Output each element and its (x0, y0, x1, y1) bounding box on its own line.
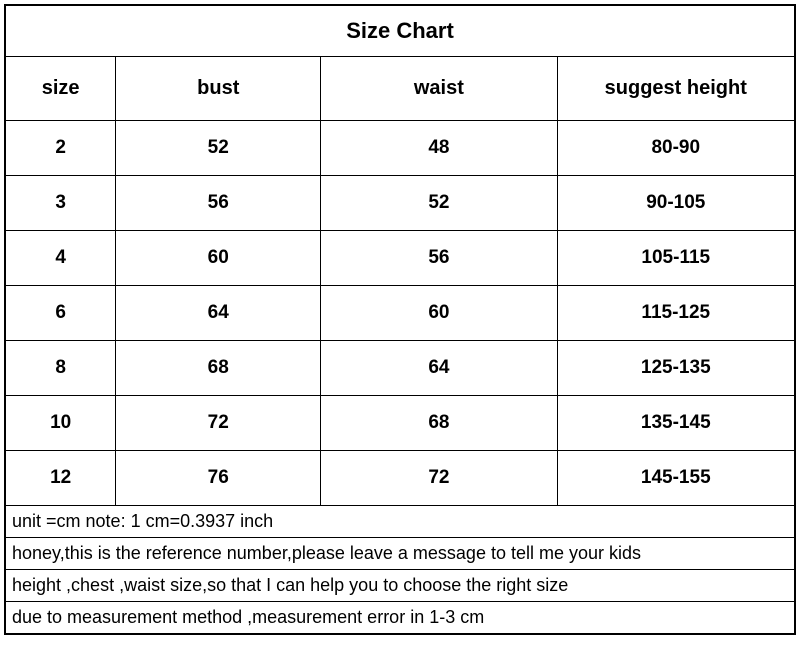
note-unit: unit =cm note: 1 cm=0.3937 inch (6, 506, 794, 538)
cell-bust: 64 (116, 286, 321, 340)
cell-size: 8 (6, 341, 116, 395)
table-row: 2 52 48 80-90 (6, 121, 794, 176)
table-row: 6 64 60 115-125 (6, 286, 794, 341)
cell-height: 145-155 (558, 451, 794, 505)
cell-waist: 52 (321, 176, 557, 230)
cell-size: 4 (6, 231, 116, 285)
header-bust: bust (116, 57, 321, 120)
cell-waist: 68 (321, 396, 557, 450)
cell-waist: 64 (321, 341, 557, 395)
table-header-row: size bust waist suggest height (6, 57, 794, 121)
header-suggest-height: suggest height (558, 57, 794, 120)
table-row: 10 72 68 135-145 (6, 396, 794, 451)
cell-bust: 72 (116, 396, 321, 450)
cell-waist: 56 (321, 231, 557, 285)
cell-waist: 48 (321, 121, 557, 175)
cell-size: 6 (6, 286, 116, 340)
cell-size: 10 (6, 396, 116, 450)
cell-height: 125-135 (558, 341, 794, 395)
cell-height: 115-125 (558, 286, 794, 340)
cell-height: 90-105 (558, 176, 794, 230)
header-waist: waist (321, 57, 557, 120)
table-row: 3 56 52 90-105 (6, 176, 794, 231)
cell-height: 80-90 (558, 121, 794, 175)
cell-size: 3 (6, 176, 116, 230)
cell-bust: 56 (116, 176, 321, 230)
table-row: 8 68 64 125-135 (6, 341, 794, 396)
cell-waist: 60 (321, 286, 557, 340)
cell-bust: 68 (116, 341, 321, 395)
table-title: Size Chart (6, 6, 794, 57)
table-row: 4 60 56 105-115 (6, 231, 794, 286)
cell-height: 105-115 (558, 231, 794, 285)
cell-bust: 52 (116, 121, 321, 175)
cell-size: 12 (6, 451, 116, 505)
cell-height: 135-145 (558, 396, 794, 450)
header-size: size (6, 57, 116, 120)
cell-bust: 60 (116, 231, 321, 285)
cell-waist: 72 (321, 451, 557, 505)
note-error: due to measurement method ,measurement e… (6, 602, 794, 633)
note-message-2: height ,chest ,waist size,so that I can … (6, 570, 794, 602)
cell-size: 2 (6, 121, 116, 175)
cell-bust: 76 (116, 451, 321, 505)
size-chart-table: Size Chart size bust waist suggest heigh… (4, 4, 796, 635)
note-message-1: honey,this is the reference number,pleas… (6, 538, 794, 570)
table-row: 12 76 72 145-155 (6, 451, 794, 506)
